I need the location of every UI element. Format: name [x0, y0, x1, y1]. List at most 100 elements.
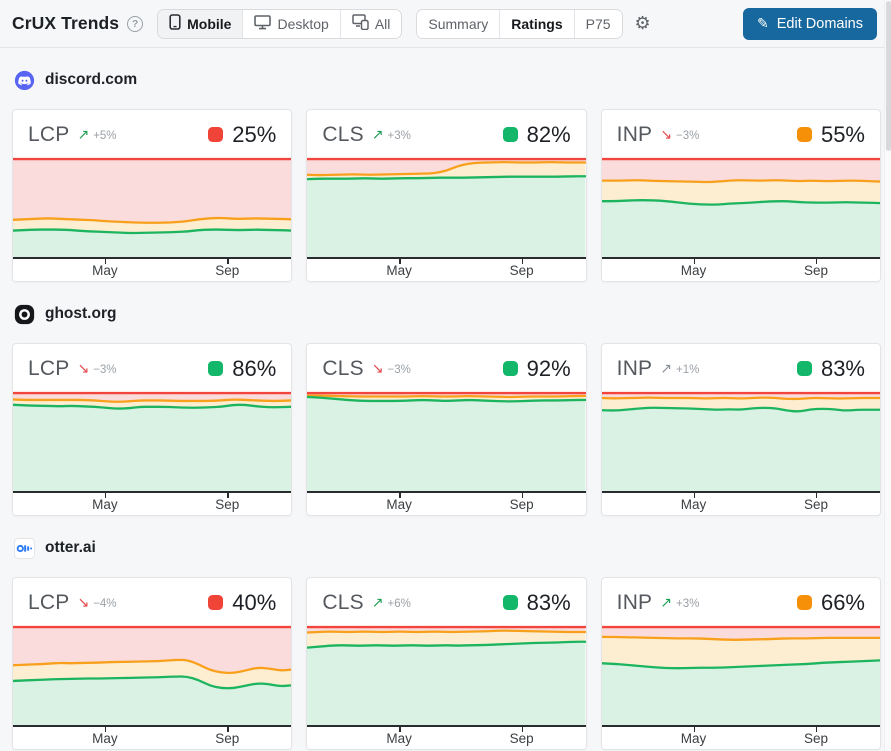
- domain-name: ghost.org: [45, 305, 117, 322]
- trend-delta: +3%: [676, 597, 700, 610]
- metric-name: LCP: [28, 122, 70, 146]
- axis-tick-label: May: [92, 731, 118, 746]
- axis-tick-label: Sep: [509, 731, 534, 746]
- scrollbar-thumb[interactable]: [886, 1, 891, 151]
- metric-name: CLS: [322, 590, 364, 614]
- trend-area-chart[interactable]: [13, 623, 292, 725]
- metric-card[interactable]: INP ↗ +3% 66% May Sep: [600, 577, 881, 750]
- axis-tick: [104, 259, 107, 264]
- help-circle-icon[interactable]: ?: [127, 15, 144, 32]
- domain-header: ghost.org: [14, 303, 879, 325]
- axis-tick-label: May: [92, 497, 118, 512]
- device-toggle-mobile[interactable]: Mobile: [158, 9, 243, 38]
- device-toggle-all[interactable]: All: [339, 9, 402, 38]
- metric-score: 25%: [208, 122, 276, 148]
- rating-dot-icon: [796, 595, 812, 610]
- trend-delta: −3%: [676, 129, 700, 142]
- trend-delta: +6%: [387, 597, 411, 610]
- trend-area-chart[interactable]: [601, 623, 880, 725]
- x-axis: May Sep: [13, 725, 292, 749]
- view-toggle-ratings[interactable]: Ratings: [499, 9, 574, 38]
- vertical-scrollbar[interactable]: [884, 0, 891, 751]
- metric-cards-row: LCP ↘ −3% 86% May Sep CLS ↘ −3%: [12, 343, 881, 516]
- metric-score: 92%: [502, 356, 571, 382]
- axis-tick: [693, 493, 695, 498]
- view-toggle-summary[interactable]: Summary: [417, 9, 500, 38]
- trend-indicator: ↗ +5%: [77, 127, 116, 143]
- axis-tick-label: May: [92, 263, 118, 278]
- metric-card[interactable]: LCP ↘ −3% 86% May Sep: [12, 343, 293, 516]
- axis-tick: [693, 727, 695, 732]
- axis-tick: [227, 727, 229, 732]
- score-percent: 40%: [232, 589, 277, 615]
- axis-tick: [815, 259, 818, 264]
- trend-area-chart[interactable]: [13, 389, 292, 491]
- metric-card-header: CLS ↗ +3% 82%: [307, 110, 585, 155]
- axis-tick-label: Sep: [215, 263, 240, 278]
- x-axis: May Sep: [307, 491, 586, 515]
- score-percent: 25%: [232, 121, 277, 147]
- rating-dot-icon: [208, 361, 224, 376]
- score-percent: 83%: [526, 589, 571, 615]
- metric-card[interactable]: LCP ↘ −4% 40% May Sep: [12, 577, 293, 750]
- trend-indicator: ↗ +3%: [372, 127, 411, 143]
- trend-indicator: ↘ −3%: [660, 127, 699, 143]
- rating-dot-icon: [208, 127, 224, 142]
- trend-area-chart[interactable]: [307, 623, 586, 725]
- metric-card[interactable]: INP ↘ −3% 55% May Sep: [600, 109, 881, 282]
- metric-card-header: LCP ↗ +5% 25%: [13, 110, 291, 155]
- view-toggle-group: Summary Ratings P75: [416, 8, 623, 39]
- metric-name: INP: [616, 122, 653, 146]
- discord-icon: [14, 70, 35, 91]
- axis-tick: [399, 727, 401, 732]
- rating-dot-icon: [502, 127, 518, 142]
- domain-section: otter.ai LCP ↘ −4% 40% May Sep CLS ↗: [12, 537, 881, 750]
- metric-card[interactable]: INP ↗ +1% 83% May Sep: [600, 343, 881, 516]
- trend-arrow-icon: ↗: [660, 594, 672, 611]
- trend-delta: −3%: [93, 363, 117, 376]
- metric-score: 86%: [208, 356, 276, 382]
- score-percent: 86%: [232, 355, 277, 381]
- metric-name: LCP: [28, 356, 70, 380]
- score-percent: 83%: [820, 355, 865, 381]
- axis-tick: [521, 727, 524, 732]
- rating-dot-icon: [796, 127, 812, 142]
- domain-section: ghost.org LCP ↘ −3% 86% May Sep CLS: [12, 303, 881, 516]
- x-axis: May Sep: [13, 491, 292, 515]
- trend-area-chart[interactable]: [307, 389, 586, 491]
- trend-indicator: ↘ −3%: [372, 361, 411, 377]
- x-axis: May Sep: [13, 257, 292, 281]
- metric-score: 83%: [502, 589, 571, 616]
- view-toggle-p75[interactable]: P75: [573, 9, 622, 38]
- score-percent: 82%: [526, 121, 571, 147]
- trend-area-chart[interactable]: [13, 155, 292, 257]
- metric-name: LCP: [28, 590, 70, 614]
- trend-indicator: ↘ −4%: [77, 595, 116, 611]
- metric-name: CLS: [322, 122, 364, 146]
- metric-card[interactable]: CLS ↗ +3% 82% May Sep: [306, 109, 587, 282]
- metric-name: INP: [616, 356, 653, 380]
- trend-area-chart[interactable]: [601, 389, 880, 491]
- metric-card[interactable]: CLS ↗ +6% 83% May Sep: [306, 577, 587, 750]
- metric-card[interactable]: LCP ↗ +5% 25% May Sep: [12, 109, 293, 282]
- mobile-desktop-icon: [352, 14, 369, 33]
- trend-delta: +1%: [676, 363, 700, 376]
- device-toggle-desktop[interactable]: Desktop: [242, 9, 340, 38]
- trend-arrow-icon: ↗: [371, 126, 384, 143]
- rating-dot-icon: [502, 595, 518, 610]
- trend-area-chart[interactable]: [601, 155, 880, 257]
- axis-tick: [399, 259, 401, 264]
- otter-icon: [14, 537, 35, 559]
- axis-tick: [521, 493, 524, 498]
- score-percent: 66%: [820, 589, 865, 615]
- axis-tick: [227, 259, 229, 264]
- edit-domains-button[interactable]: ✎ Edit Domains: [743, 7, 877, 40]
- gear-icon[interactable]: ⚙: [634, 12, 651, 34]
- metric-card[interactable]: CLS ↘ −3% 92% May Sep: [306, 343, 587, 516]
- trend-indicator: ↗ +3%: [660, 595, 699, 611]
- rating-dot-icon: [208, 595, 224, 610]
- trend-indicator: ↗ +6%: [372, 595, 411, 611]
- trend-area-chart[interactable]: [307, 155, 586, 257]
- x-axis: May Sep: [601, 257, 880, 281]
- x-axis: May Sep: [307, 257, 586, 281]
